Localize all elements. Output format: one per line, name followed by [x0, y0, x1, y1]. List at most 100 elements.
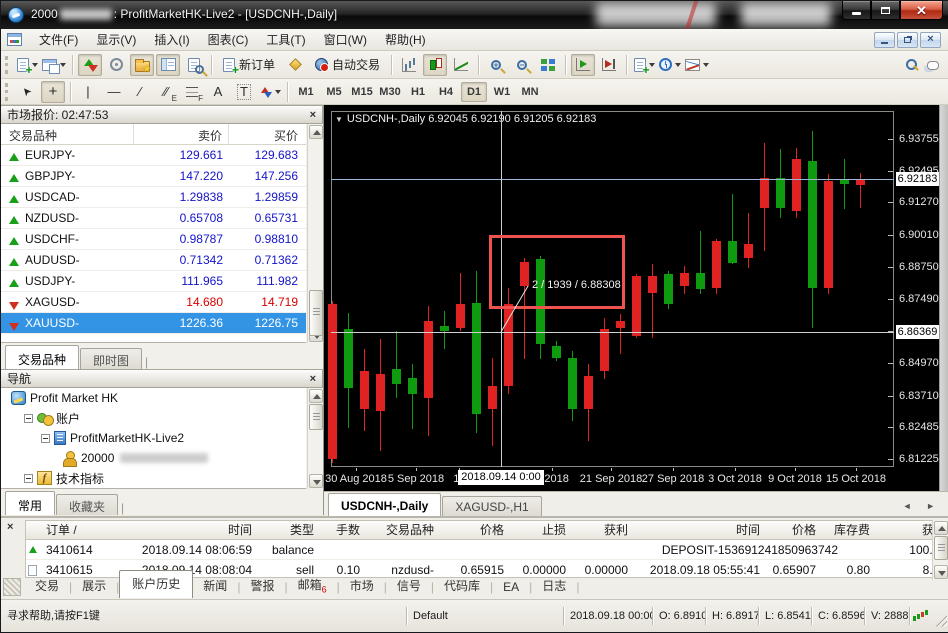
metaeditor-button[interactable] [283, 54, 307, 76]
navigator-item[interactable]: f 技术指标 [1, 468, 306, 488]
navigator-toggle[interactable]: ★ [130, 53, 154, 76]
auto-scroll-button[interactable] [571, 53, 596, 76]
fibonacci-button[interactable]: F [180, 81, 204, 103]
close-button[interactable]: ✕ [900, 1, 943, 20]
menu-item-3[interactable]: 图表(C) [207, 33, 249, 47]
new-order-button[interactable]: + 新订单 [217, 54, 281, 76]
terminal-tab-0[interactable]: 交易 [35, 579, 60, 593]
text-label-button[interactable]: T [232, 81, 256, 103]
tab-symbols[interactable]: 交易品种 [5, 345, 80, 369]
menu-item-4[interactable]: 工具(T) [266, 33, 306, 47]
terminal-header-row[interactable]: 订单 / 时间 类型 手数 交易品种 价格 止损 获利 时间 价格 库存费 获利 [26, 521, 932, 540]
terminal-tab-6[interactable]: 市场 [349, 579, 374, 593]
timeframe-d1[interactable]: D1 [461, 81, 487, 102]
chart-canvas[interactable]: ▼ USDCNH-,Daily 6.92045 6.92190 6.91205 6… [324, 105, 939, 491]
tab-scroll-arrows[interactable]: ◄ ► [902, 501, 941, 511]
profiles-button[interactable] [41, 54, 67, 76]
channel-button[interactable]: ∕∕ E [154, 81, 178, 103]
market-watch-row[interactable]: XAGUSD- 14.680 14.719 [1, 292, 306, 313]
market-watch-header[interactable]: 交易品种 卖价 买价 [1, 124, 306, 145]
minimize-button[interactable] [842, 1, 871, 20]
community-chat-icon[interactable] [927, 61, 939, 70]
navigator-item[interactable]: 账户 [1, 408, 306, 428]
tile-windows-button[interactable] [536, 54, 560, 76]
timeframe-h1[interactable]: H1 [405, 82, 431, 102]
horizontal-line-button[interactable]: — [102, 81, 126, 103]
timeframe-m5[interactable]: M5 [321, 82, 347, 102]
chart-shift-button[interactable] [597, 54, 621, 76]
tree-expander-icon[interactable] [41, 433, 50, 443]
data-window-button[interactable] [104, 54, 128, 76]
terminal-tab-5[interactable]: 邮箱6 [297, 577, 327, 594]
timeframe-m30[interactable]: M30 [377, 82, 403, 102]
maximize-button[interactable] [871, 1, 900, 20]
timeframe-m15[interactable]: M15 [349, 82, 375, 102]
market-watch-row[interactable]: USDCAD- 1.29838 1.29859 [1, 187, 306, 208]
terminal-tab-2[interactable]: 账户历史 [119, 570, 194, 598]
chart-tab-usdcnh-daily[interactable]: USDCNH-,Daily [328, 493, 442, 516]
trendline-button[interactable]: ∕ [128, 81, 152, 103]
periods-button[interactable] [658, 54, 682, 76]
mdi-minimize-button[interactable] [874, 31, 895, 48]
navigator-scrollbar[interactable] [307, 388, 323, 489]
mdi-restore-button[interactable] [897, 31, 918, 48]
market-watch-row[interactable]: NZDUSD- 0.65708 0.65731 [1, 208, 306, 229]
timeframe-w1[interactable]: W1 [489, 82, 515, 102]
timeframe-h4[interactable]: H4 [433, 82, 459, 102]
terminal-tab-9[interactable]: EA [503, 580, 520, 594]
tab-common[interactable]: 常用 [5, 491, 56, 515]
resize-grip[interactable] [934, 613, 947, 627]
terminal-tab-3[interactable]: 新闻 [203, 579, 228, 593]
market-watch-row[interactable]: USDCHF- 0.98787 0.98810 [1, 229, 306, 250]
navigator-item[interactable]: Profit Market HK [1, 388, 306, 408]
search-icon[interactable] [906, 59, 917, 70]
market-watch-scrollbar[interactable] [307, 124, 323, 343]
menu-item-1[interactable]: 显示(V) [96, 33, 137, 47]
navigator-item[interactable]: 20000 [1, 448, 306, 468]
menu-item-2[interactable]: 插入(I) [154, 33, 190, 47]
menu-item-6[interactable]: 帮助(H) [384, 33, 426, 47]
navigator-item[interactable]: ProfitMarketHK-Live2 [1, 428, 306, 448]
chart-tab-xagusd-h1[interactable]: XAGUSD-,H1 [442, 496, 542, 516]
candlestick-button[interactable] [423, 53, 448, 76]
terminal-tab-10[interactable]: 日志 [542, 579, 567, 593]
menu-item-5[interactable]: 窗口(W) [323, 33, 367, 47]
close-icon[interactable]: × [7, 521, 14, 533]
navigator-caption[interactable]: 导航 × [1, 369, 323, 388]
tree-expander-icon[interactable] [24, 473, 33, 483]
timeframe-m1[interactable]: M1 [293, 82, 319, 102]
market-watch-row[interactable]: USDJPY- 111.965 111.982 [1, 271, 306, 292]
chart-system-icon[interactable] [7, 33, 22, 46]
zoom-in-button[interactable]: + [484, 54, 508, 76]
autotrading-button[interactable]: 自动交易 [309, 54, 386, 76]
history-row[interactable]: 3410614 2018.09.14 08:06:59 balance 100.00 D… [26, 541, 932, 560]
toolbar-grip[interactable] [5, 82, 9, 101]
text-tool-button[interactable]: A [206, 81, 230, 103]
market-watch-toggle[interactable] [78, 53, 102, 76]
new-chart-button[interactable]: + [15, 54, 39, 76]
close-icon[interactable]: × [309, 372, 316, 385]
status-profile[interactable]: Default [413, 610, 448, 622]
toolbar-grip[interactable] [5, 55, 9, 74]
cursor-tool-button[interactable]: ➤ [15, 81, 39, 103]
market-watch-caption[interactable]: 市场报价: 02:47:53 × [1, 105, 323, 124]
tab-favorites[interactable]: 收藏夹 [56, 494, 119, 515]
title-bar[interactable]: 2000: ProfitMarketHK-Live2 - [USDCNH-,Da… [1, 1, 948, 29]
templates-button[interactable] [684, 54, 710, 76]
terminal-toggle[interactable] [156, 53, 180, 76]
indicators-button[interactable]: + [632, 54, 656, 76]
panel-grip[interactable] [3, 578, 21, 596]
bar-chart-button[interactable] [397, 54, 421, 76]
market-watch-row[interactable]: XAUUSD- 1226.36 1226.75 [1, 313, 306, 334]
timeframe-mn[interactable]: MN [517, 82, 543, 102]
line-chart-button[interactable] [449, 54, 473, 76]
close-icon[interactable]: × [309, 108, 316, 121]
crosshair-tool-button[interactable]: + [41, 80, 65, 103]
zoom-out-button[interactable]: − [510, 54, 534, 76]
tab-tick-chart[interactable]: 即时图 [80, 348, 143, 369]
terminal-tab-8[interactable]: 代码库 [444, 579, 481, 593]
terminal-tab-7[interactable]: 信号 [396, 579, 421, 593]
menu-item-0[interactable]: 文件(F) [39, 33, 79, 47]
strategy-tester-button[interactable] [182, 54, 206, 76]
market-watch-row[interactable]: AUDUSD- 0.71342 0.71362 [1, 250, 306, 271]
